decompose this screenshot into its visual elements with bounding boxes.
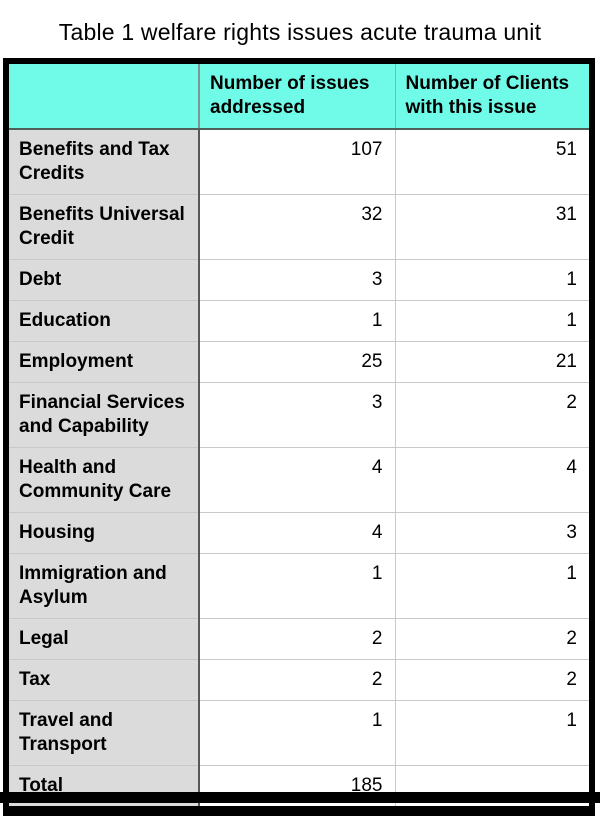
row-label: Education <box>6 300 200 342</box>
clients-value: 4 <box>395 447 592 513</box>
table-row: Debt 3 1 <box>6 259 592 301</box>
clients-value <box>395 765 592 811</box>
row-label: Legal <box>6 618 200 660</box>
issues-value: 107 <box>199 129 396 195</box>
table-row: Education 1 1 <box>6 300 592 342</box>
row-label: Financial Services and Capability <box>6 382 200 448</box>
row-label: Benefits Universal Credit <box>6 194 200 260</box>
col-header-issues: Number of issues addressed <box>199 61 396 130</box>
table-row: Health and Community Care 4 4 <box>6 447 592 513</box>
clients-value: 1 <box>395 553 592 619</box>
row-label: Immigration and Asylum <box>6 553 200 619</box>
table-row: Travel and Transport 1 1 <box>6 700 592 766</box>
clients-value: 3 <box>395 512 592 554</box>
bottom-border-bar <box>0 792 600 803</box>
clients-value: 1 <box>395 700 592 766</box>
table-row: Legal 2 2 <box>6 618 592 660</box>
row-label: Benefits and Tax Credits <box>6 129 200 195</box>
table-header: Number of issues addressed Number of Cli… <box>6 61 592 130</box>
clients-value: 1 <box>395 300 592 342</box>
table-row: Tax 2 2 <box>6 659 592 701</box>
row-label: Employment <box>6 341 200 383</box>
table-row: Total 185 <box>6 765 592 811</box>
issues-value: 3 <box>199 259 396 301</box>
clients-value: 31 <box>395 194 592 260</box>
clients-value: 2 <box>395 382 592 448</box>
issues-value: 4 <box>199 447 396 513</box>
row-label: Total <box>6 765 200 811</box>
clients-value: 2 <box>395 618 592 660</box>
table-row: Immigration and Asylum 1 1 <box>6 553 592 619</box>
welfare-issues-table: Number of issues addressed Number of Cli… <box>3 58 595 816</box>
table-row: Financial Services and Capability 3 2 <box>6 382 592 448</box>
issues-value: 1 <box>199 300 396 342</box>
row-label: Debt <box>6 259 200 301</box>
table-row: Benefits Universal Credit 32 31 <box>6 194 592 260</box>
row-label: Health and Community Care <box>6 447 200 513</box>
issues-value: 1 <box>199 700 396 766</box>
table-row: Employment 25 21 <box>6 341 592 383</box>
col-header-category <box>6 61 200 130</box>
header-row: Number of issues addressed Number of Cli… <box>6 61 592 130</box>
issues-value: 1 <box>199 553 396 619</box>
issues-value: 185 <box>199 765 396 811</box>
issues-value: 3 <box>199 382 396 448</box>
clients-value: 51 <box>395 129 592 195</box>
issues-value: 2 <box>199 618 396 660</box>
table-title: Table 1 welfare rights issues acute trau… <box>58 19 542 45</box>
table-row: Benefits and Tax Credits 107 51 <box>6 129 592 195</box>
row-label: Tax <box>6 659 200 701</box>
row-label: Housing <box>6 512 200 554</box>
clients-value: 1 <box>395 259 592 301</box>
issues-value: 2 <box>199 659 396 701</box>
table-body: Benefits and Tax Credits 107 51 Benefits Un… <box>6 129 592 811</box>
issues-value: 32 <box>199 194 396 260</box>
clients-value: 2 <box>395 659 592 701</box>
row-label: Travel and Transport <box>6 700 200 766</box>
clients-value: 21 <box>395 341 592 383</box>
issues-value: 25 <box>199 341 396 383</box>
issues-value: 4 <box>199 512 396 554</box>
col-header-clients: Number of Clients with this issue <box>395 61 592 130</box>
table-row: Housing 4 3 <box>6 512 592 554</box>
